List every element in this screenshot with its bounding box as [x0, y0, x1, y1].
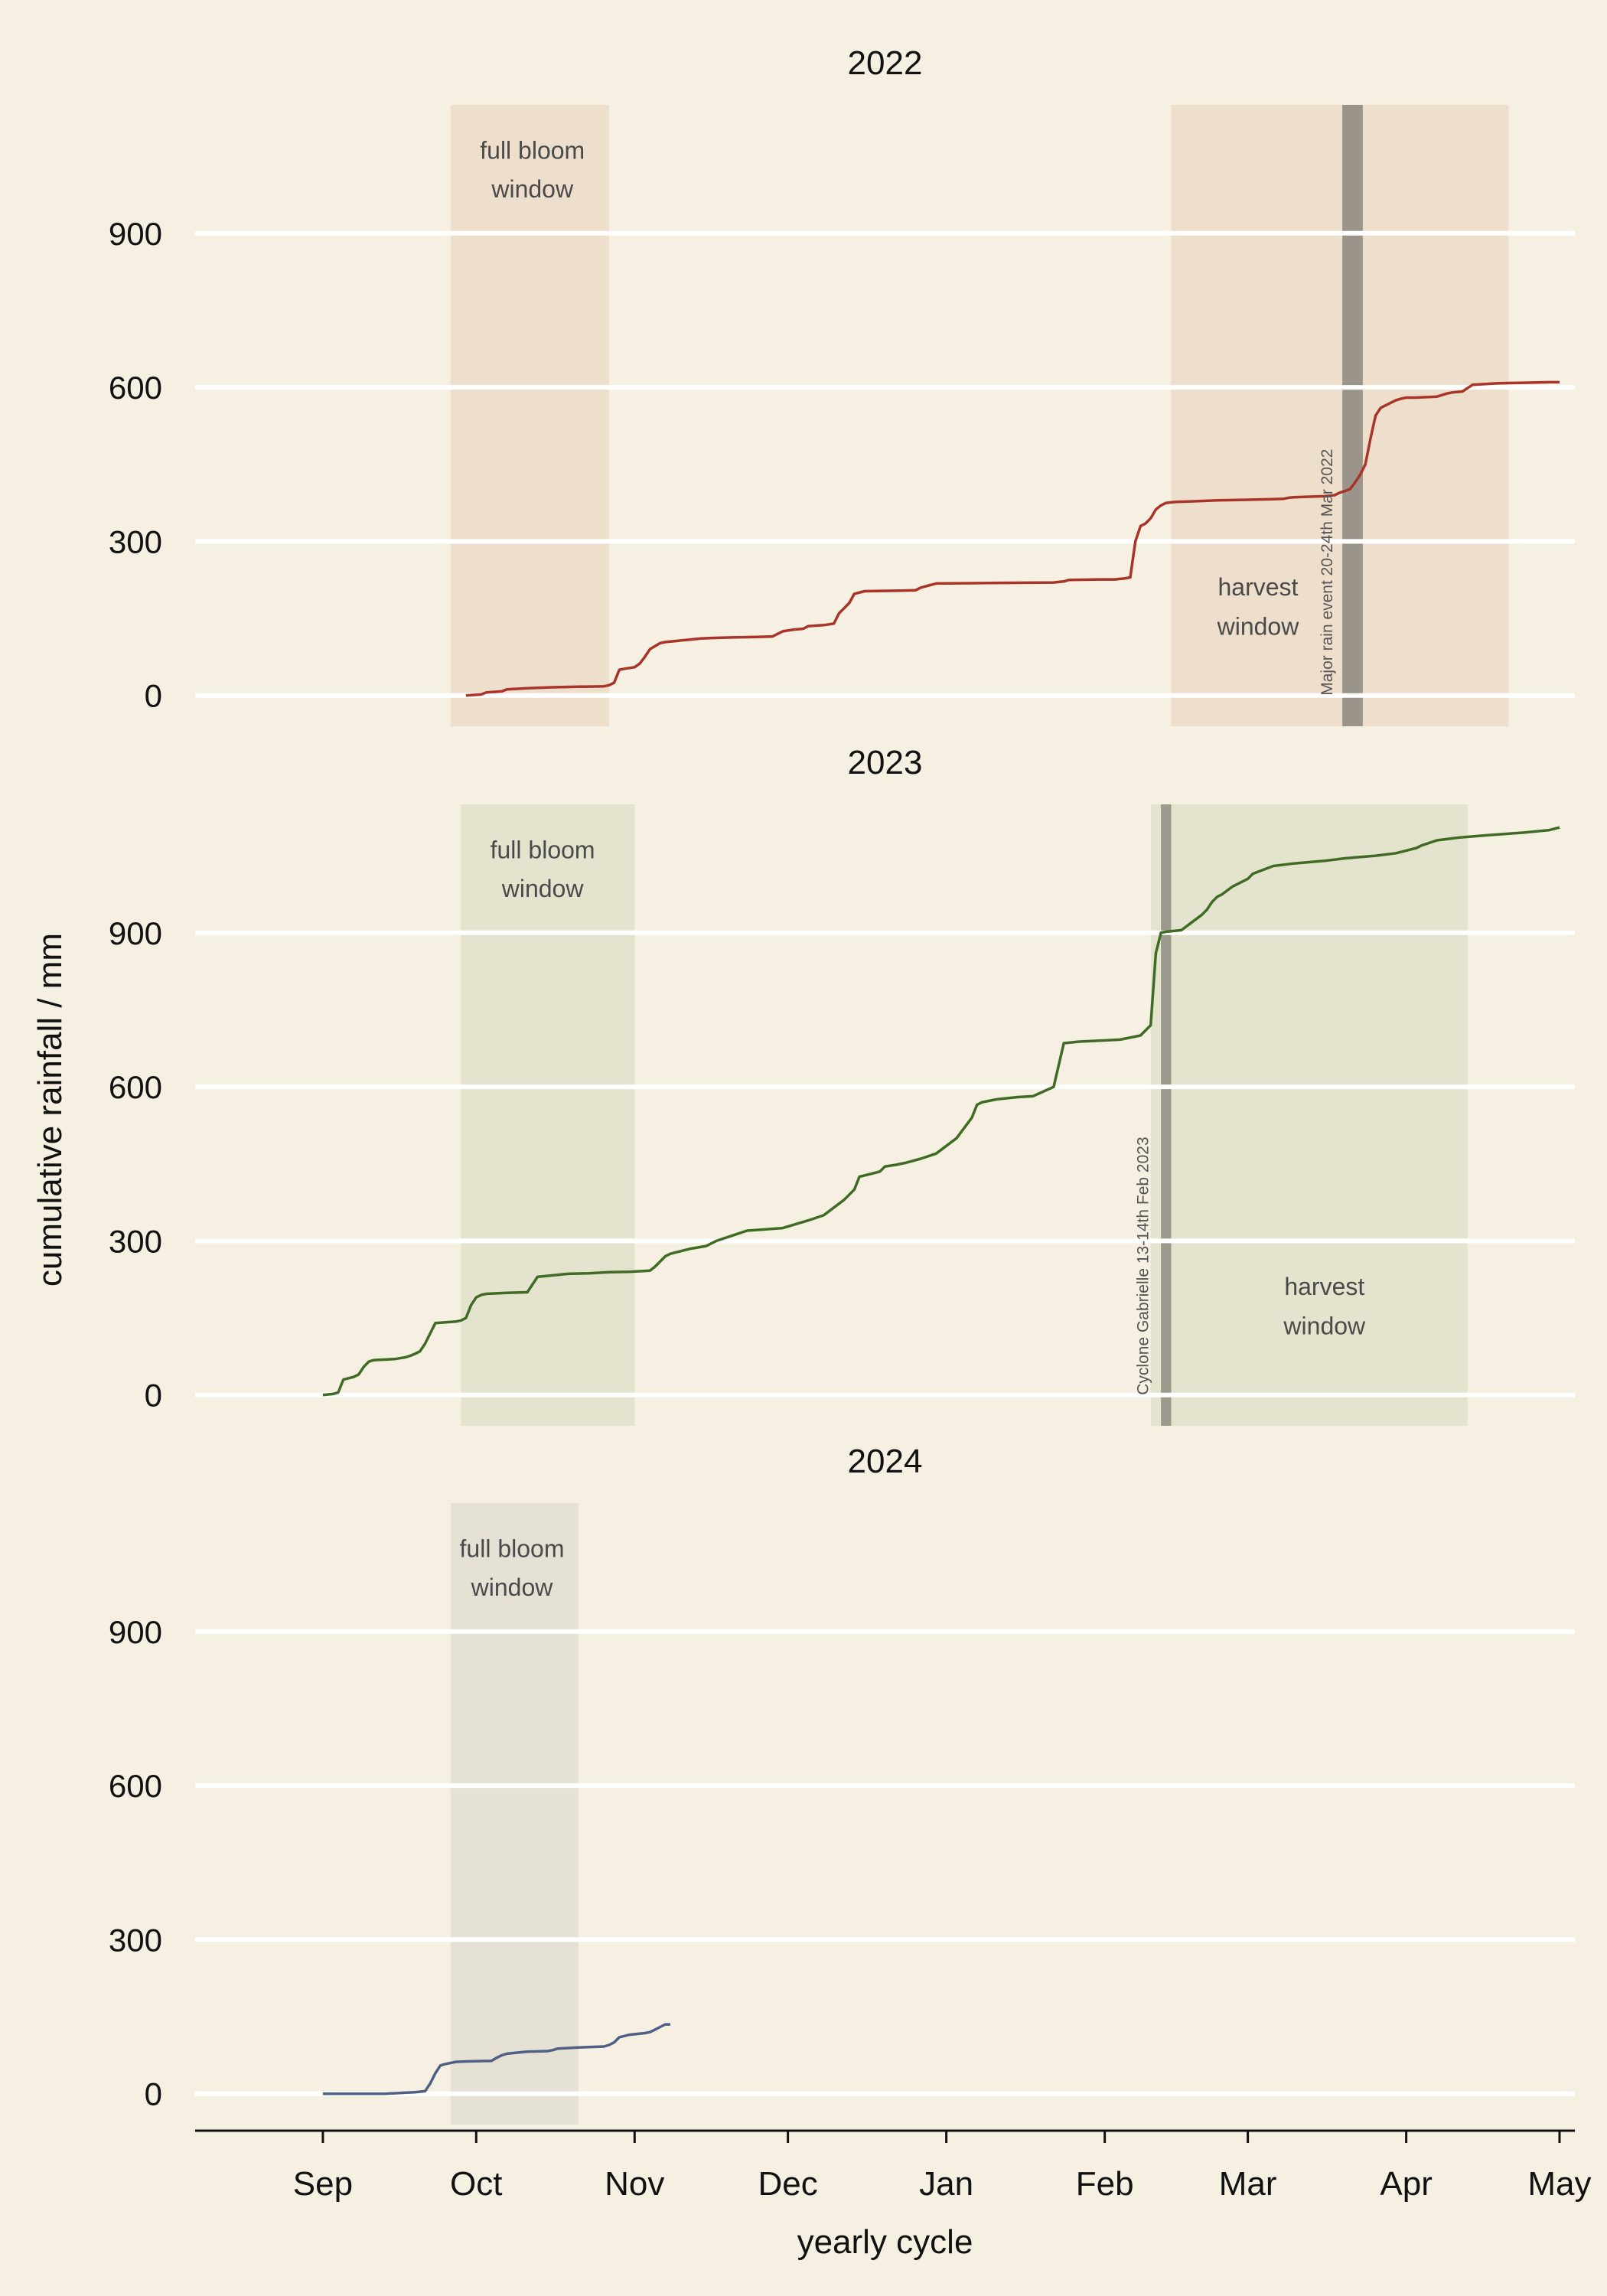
y-tick-label: 600	[109, 370, 162, 406]
y-axis-title: cumulative rainfall / mm	[31, 933, 69, 1287]
window-band	[1171, 105, 1509, 726]
x-tick-label: May	[1527, 2165, 1591, 2203]
band-label: window	[471, 1574, 554, 1601]
x-tick-label: Mar	[1219, 2165, 1277, 2203]
y-tick-label: 900	[109, 1614, 162, 1650]
x-tick-label: Oct	[450, 2165, 502, 2203]
panel-title: 2023	[848, 744, 923, 781]
event-label: Cyclone Gabrielle 13-14th Feb 2023	[1134, 1137, 1152, 1394]
series-line	[465, 380, 1560, 697]
panel-title: 2022	[848, 44, 923, 82]
x-tick-label: Nov	[605, 2165, 664, 2203]
window-band	[450, 1503, 579, 2125]
band-label: full bloom	[460, 1534, 565, 1562]
x-tick-label: Jan	[919, 2165, 973, 2203]
y-tick-label: 0	[145, 1378, 162, 1414]
x-tick-label: Apr	[1380, 2165, 1432, 2203]
panel-title: 2024	[848, 1443, 923, 1480]
event-bar	[1342, 105, 1363, 726]
y-tick-label: 300	[109, 1922, 162, 1958]
y-tick-label: 900	[109, 915, 162, 951]
band-label: window	[1217, 613, 1300, 641]
y-tick-label: 300	[109, 523, 162, 559]
y-tick-label: 0	[145, 678, 162, 714]
band-label: window	[491, 175, 574, 203]
window-band	[1150, 804, 1468, 1426]
x-tick-label: Dec	[758, 2165, 817, 2203]
x-tick-label: Sep	[293, 2165, 353, 2203]
event-label: Major rain event 20-24th Mar 2022	[1319, 449, 1336, 696]
series-line	[322, 826, 1560, 1397]
band-label: full bloom	[480, 136, 585, 164]
event-bar	[1161, 804, 1172, 1426]
band-label: harvest	[1284, 1273, 1364, 1300]
x-axis-title: yearly cycle	[797, 2223, 973, 2261]
y-tick-label: 300	[109, 1223, 162, 1259]
y-tick-label: 900	[109, 216, 162, 252]
y-tick-label: 600	[109, 1069, 162, 1105]
y-tick-label: 0	[145, 2076, 162, 2112]
band-label: harvest	[1218, 573, 1299, 601]
band-label: window	[501, 875, 585, 902]
x-tick-label: Feb	[1076, 2165, 1134, 2203]
series-line	[322, 2023, 670, 2095]
band-label: full bloom	[491, 836, 595, 863]
band-label: window	[1283, 1313, 1366, 1340]
window-band	[461, 804, 635, 1426]
y-tick-label: 600	[109, 1768, 162, 1804]
window-band	[450, 105, 609, 726]
